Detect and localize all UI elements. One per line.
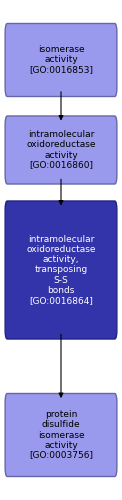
FancyBboxPatch shape [5,116,117,184]
Text: protein
disulfide
isomerase
activity
[GO:0003756]: protein disulfide isomerase activity [GO… [29,410,93,460]
FancyBboxPatch shape [5,201,117,339]
Text: isomerase
activity
[GO:0016853]: isomerase activity [GO:0016853] [29,46,93,74]
Text: intramolecular
oxidoreductase
activity,
transposing
S-S
bonds
[GO:0016864]: intramolecular oxidoreductase activity, … [26,236,96,304]
Text: intramolecular
oxidoreductase
activity
[GO:0016860]: intramolecular oxidoreductase activity [… [26,130,96,170]
FancyBboxPatch shape [5,394,117,476]
FancyBboxPatch shape [5,24,117,97]
